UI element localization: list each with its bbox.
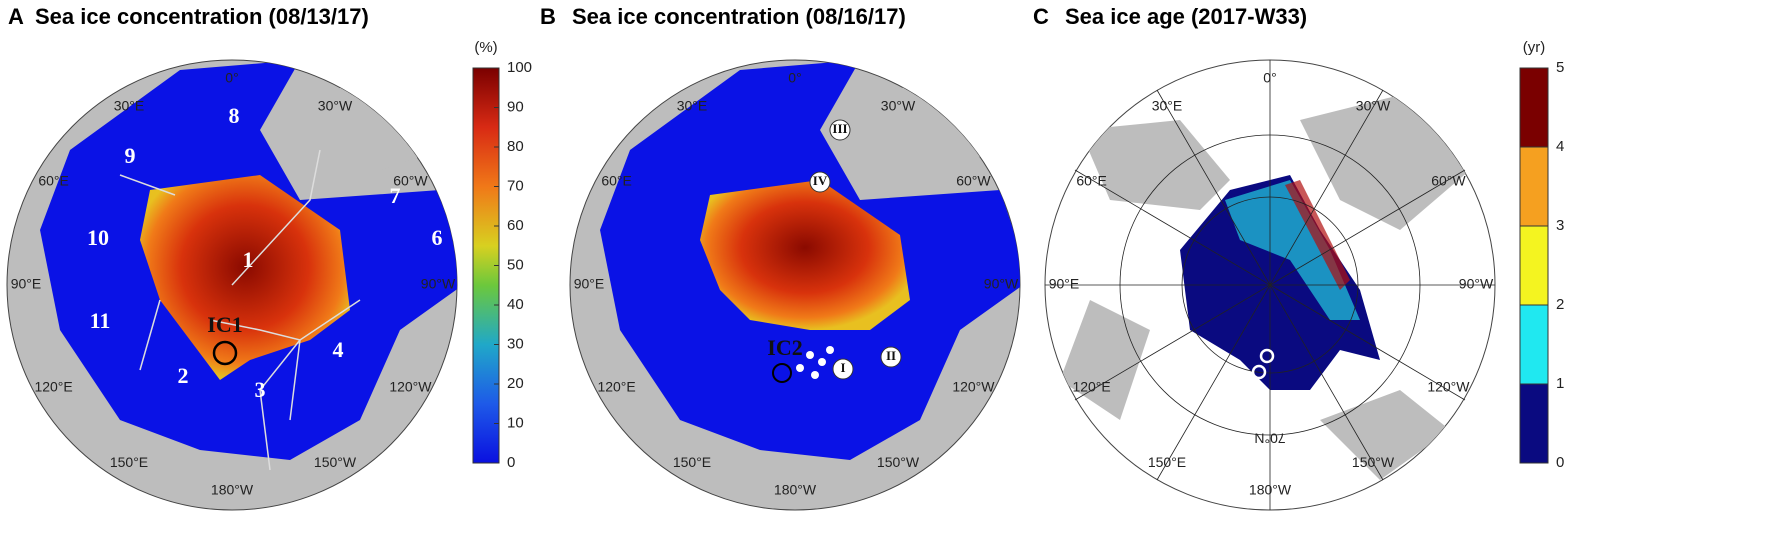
- longitude-label: 90°W: [984, 276, 1019, 292]
- colorbar-c: [1519, 67, 1549, 464]
- longitude-label: 150°E: [673, 454, 711, 470]
- longitude-label: 30°E: [677, 97, 708, 113]
- longitude-label: 120°W: [1427, 379, 1470, 395]
- longitude-label: 150°W: [1352, 454, 1395, 470]
- colorbar-tick-label: 50: [507, 256, 524, 273]
- longitude-label: 180°W: [1249, 482, 1292, 498]
- region-label: 2: [178, 363, 189, 388]
- site-label: IC1: [207, 312, 242, 337]
- region-label: III: [832, 121, 847, 136]
- longitude-label: 180°W: [774, 482, 817, 498]
- panel-letter: C: [1033, 4, 1049, 29]
- region-marker: [809, 171, 831, 193]
- longitude-label: 150°E: [1148, 454, 1186, 470]
- region-label: 6: [432, 225, 443, 250]
- longitude-label: 0°: [1263, 70, 1276, 86]
- colorbar-tick-label: 4: [1556, 138, 1564, 155]
- panel-letter: B: [540, 4, 556, 29]
- region-label: 3: [255, 377, 266, 402]
- colorbar-tick-label: 100: [507, 59, 532, 76]
- longitude-label: 30°E: [1152, 97, 1183, 113]
- panel-letter: A: [8, 4, 24, 29]
- map-c: [1044, 59, 1496, 511]
- region-label: II: [886, 348, 896, 363]
- region-label: 10: [87, 225, 109, 250]
- longitude-label: 90°E: [574, 276, 605, 292]
- longitude-label: 0°: [225, 70, 238, 86]
- site-label: IC2: [767, 335, 802, 360]
- longitude-label: 60°E: [1076, 173, 1107, 189]
- longitude-label: 60°W: [1431, 173, 1466, 189]
- longitude-label: 180°W: [211, 482, 254, 498]
- longitude-label: 30°W: [318, 97, 353, 113]
- longitude-label: 120°E: [597, 379, 635, 395]
- region-marker: [829, 119, 851, 141]
- colorbar-tick-label: 80: [507, 138, 524, 155]
- longitude-label: 60°W: [393, 173, 428, 189]
- region-marker: [880, 346, 902, 368]
- panel-title: Sea ice concentration (08/13/17): [35, 4, 369, 29]
- colorbar-tick-label: 5: [1556, 59, 1564, 76]
- colorbar-tick-label: 40: [507, 296, 524, 313]
- region-label: 4: [333, 337, 344, 362]
- colorbar-tick-label: 0: [1556, 454, 1564, 471]
- longitude-label: 60°E: [601, 173, 632, 189]
- longitude-label: 90°E: [11, 276, 42, 292]
- longitude-label: 120°W: [952, 379, 995, 395]
- colorbar-tick-label: 0: [507, 454, 515, 471]
- longitude-label: 90°W: [421, 276, 456, 292]
- longitude-label: 30°W: [881, 97, 916, 113]
- longitude-label: 90°E: [1049, 276, 1080, 292]
- longitude-label: 0°: [788, 70, 801, 86]
- longitude-label: 120°E: [1072, 379, 1110, 395]
- region-label: 8: [229, 103, 240, 128]
- colorbar-unit: (yr): [1523, 39, 1546, 56]
- longitude-label: 120°W: [389, 379, 432, 395]
- region-label: I: [840, 360, 845, 375]
- latitude-label: 70°N: [1254, 430, 1285, 446]
- longitude-label: 60°E: [38, 173, 69, 189]
- longitude-label: 90°W: [1459, 276, 1494, 292]
- colorbar-tick-label: 60: [507, 217, 524, 234]
- longitude-label: 60°W: [956, 173, 991, 189]
- region-label: 1: [243, 247, 254, 272]
- panel-title: Sea ice concentration (08/16/17): [572, 4, 906, 29]
- region-marker: [832, 358, 854, 380]
- longitude-label: 30°E: [114, 97, 145, 113]
- longitude-label: 150°W: [314, 454, 357, 470]
- region-label: IV: [813, 173, 828, 188]
- colorbar-tick-label: 20: [507, 375, 524, 392]
- panel-title: Sea ice age (2017-W33): [1065, 4, 1307, 29]
- colorbar-tick-label: 30: [507, 335, 524, 352]
- longitude-label: 150°W: [877, 454, 920, 470]
- colorbar-unit: (%): [474, 39, 497, 56]
- colorbar-tick-label: 10: [507, 414, 524, 431]
- colorbar-tick-label: 3: [1556, 217, 1564, 234]
- longitude-label: 120°E: [34, 379, 72, 395]
- region-label: 11: [90, 308, 111, 333]
- colorbar-tick-label: 70: [507, 177, 524, 194]
- longitude-label: 30°W: [1356, 97, 1391, 113]
- colorbar-tick-label: 1: [1556, 375, 1564, 392]
- colorbar-tick-label: 2: [1556, 296, 1564, 313]
- map-b: [569, 59, 1021, 511]
- region-label: 9: [125, 143, 136, 168]
- colorbar-tick-label: 90: [507, 98, 524, 115]
- longitude-label: 150°E: [110, 454, 148, 470]
- region-label: 7: [390, 183, 401, 208]
